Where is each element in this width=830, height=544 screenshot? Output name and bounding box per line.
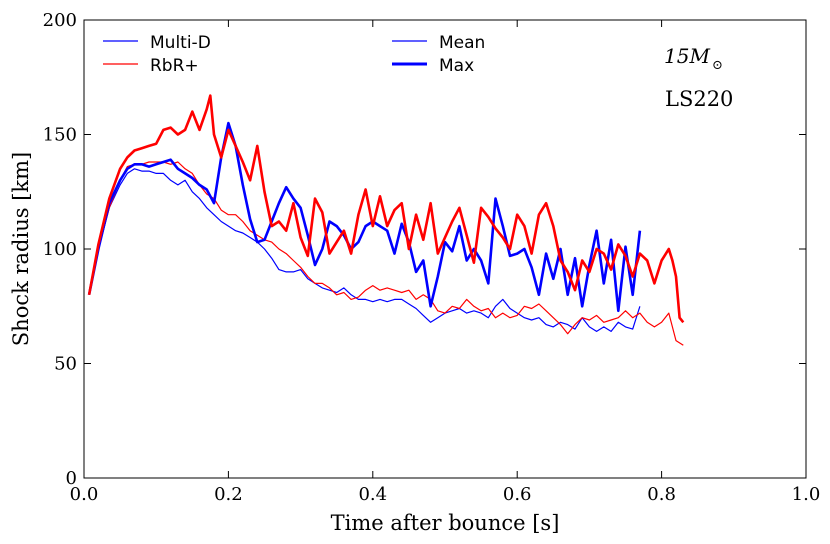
plot-area — [84, 20, 806, 478]
legend-label-max: Max — [439, 56, 474, 76]
legend-label-mean: Mean — [439, 33, 485, 53]
series-line-multid-max — [87, 121, 642, 313]
plot-frame — [83, 19, 807, 479]
series-layer — [87, 94, 685, 346]
legend-label-multid: Multi-D — [150, 33, 211, 53]
y-tick-label: 0 — [66, 468, 77, 489]
eos-label: LS220 — [665, 87, 733, 111]
y-tick-label: 150 — [43, 125, 77, 146]
x-tick-label: 1.0 — [792, 484, 821, 505]
mass-subscript: ⊙ — [712, 58, 723, 73]
x-axis-label: Time after bounce [s] — [331, 511, 560, 535]
mass-label: 15M — [664, 44, 710, 68]
y-tick-label: 200 — [43, 10, 77, 31]
series-line-rbr-max — [87, 94, 685, 324]
ticks-layer: 0.0 0.2 0.4 0.6 0.8 1.0 0 50 100 150 200 — [43, 10, 821, 505]
y-tick-label: 50 — [54, 354, 77, 375]
series-line-rbr-mean — [88, 161, 684, 346]
legend: Multi-D RbR+ Mean Max — [103, 33, 485, 76]
x-tick-label: 0.8 — [647, 484, 676, 505]
x-tick-label: 0.6 — [503, 484, 532, 505]
x-tick-label: 0.2 — [214, 484, 243, 505]
x-tick-label: 0.4 — [358, 484, 387, 505]
y-axis-label: Shock radius [km] — [9, 152, 33, 346]
series-line-multid-mean — [88, 168, 641, 332]
x-tick-label: 0.0 — [70, 484, 99, 505]
y-tick-label: 100 — [43, 239, 77, 260]
legend-label-rbr: RbR+ — [150, 56, 199, 76]
annotation-mass: 15M ⊙ — [664, 44, 723, 73]
